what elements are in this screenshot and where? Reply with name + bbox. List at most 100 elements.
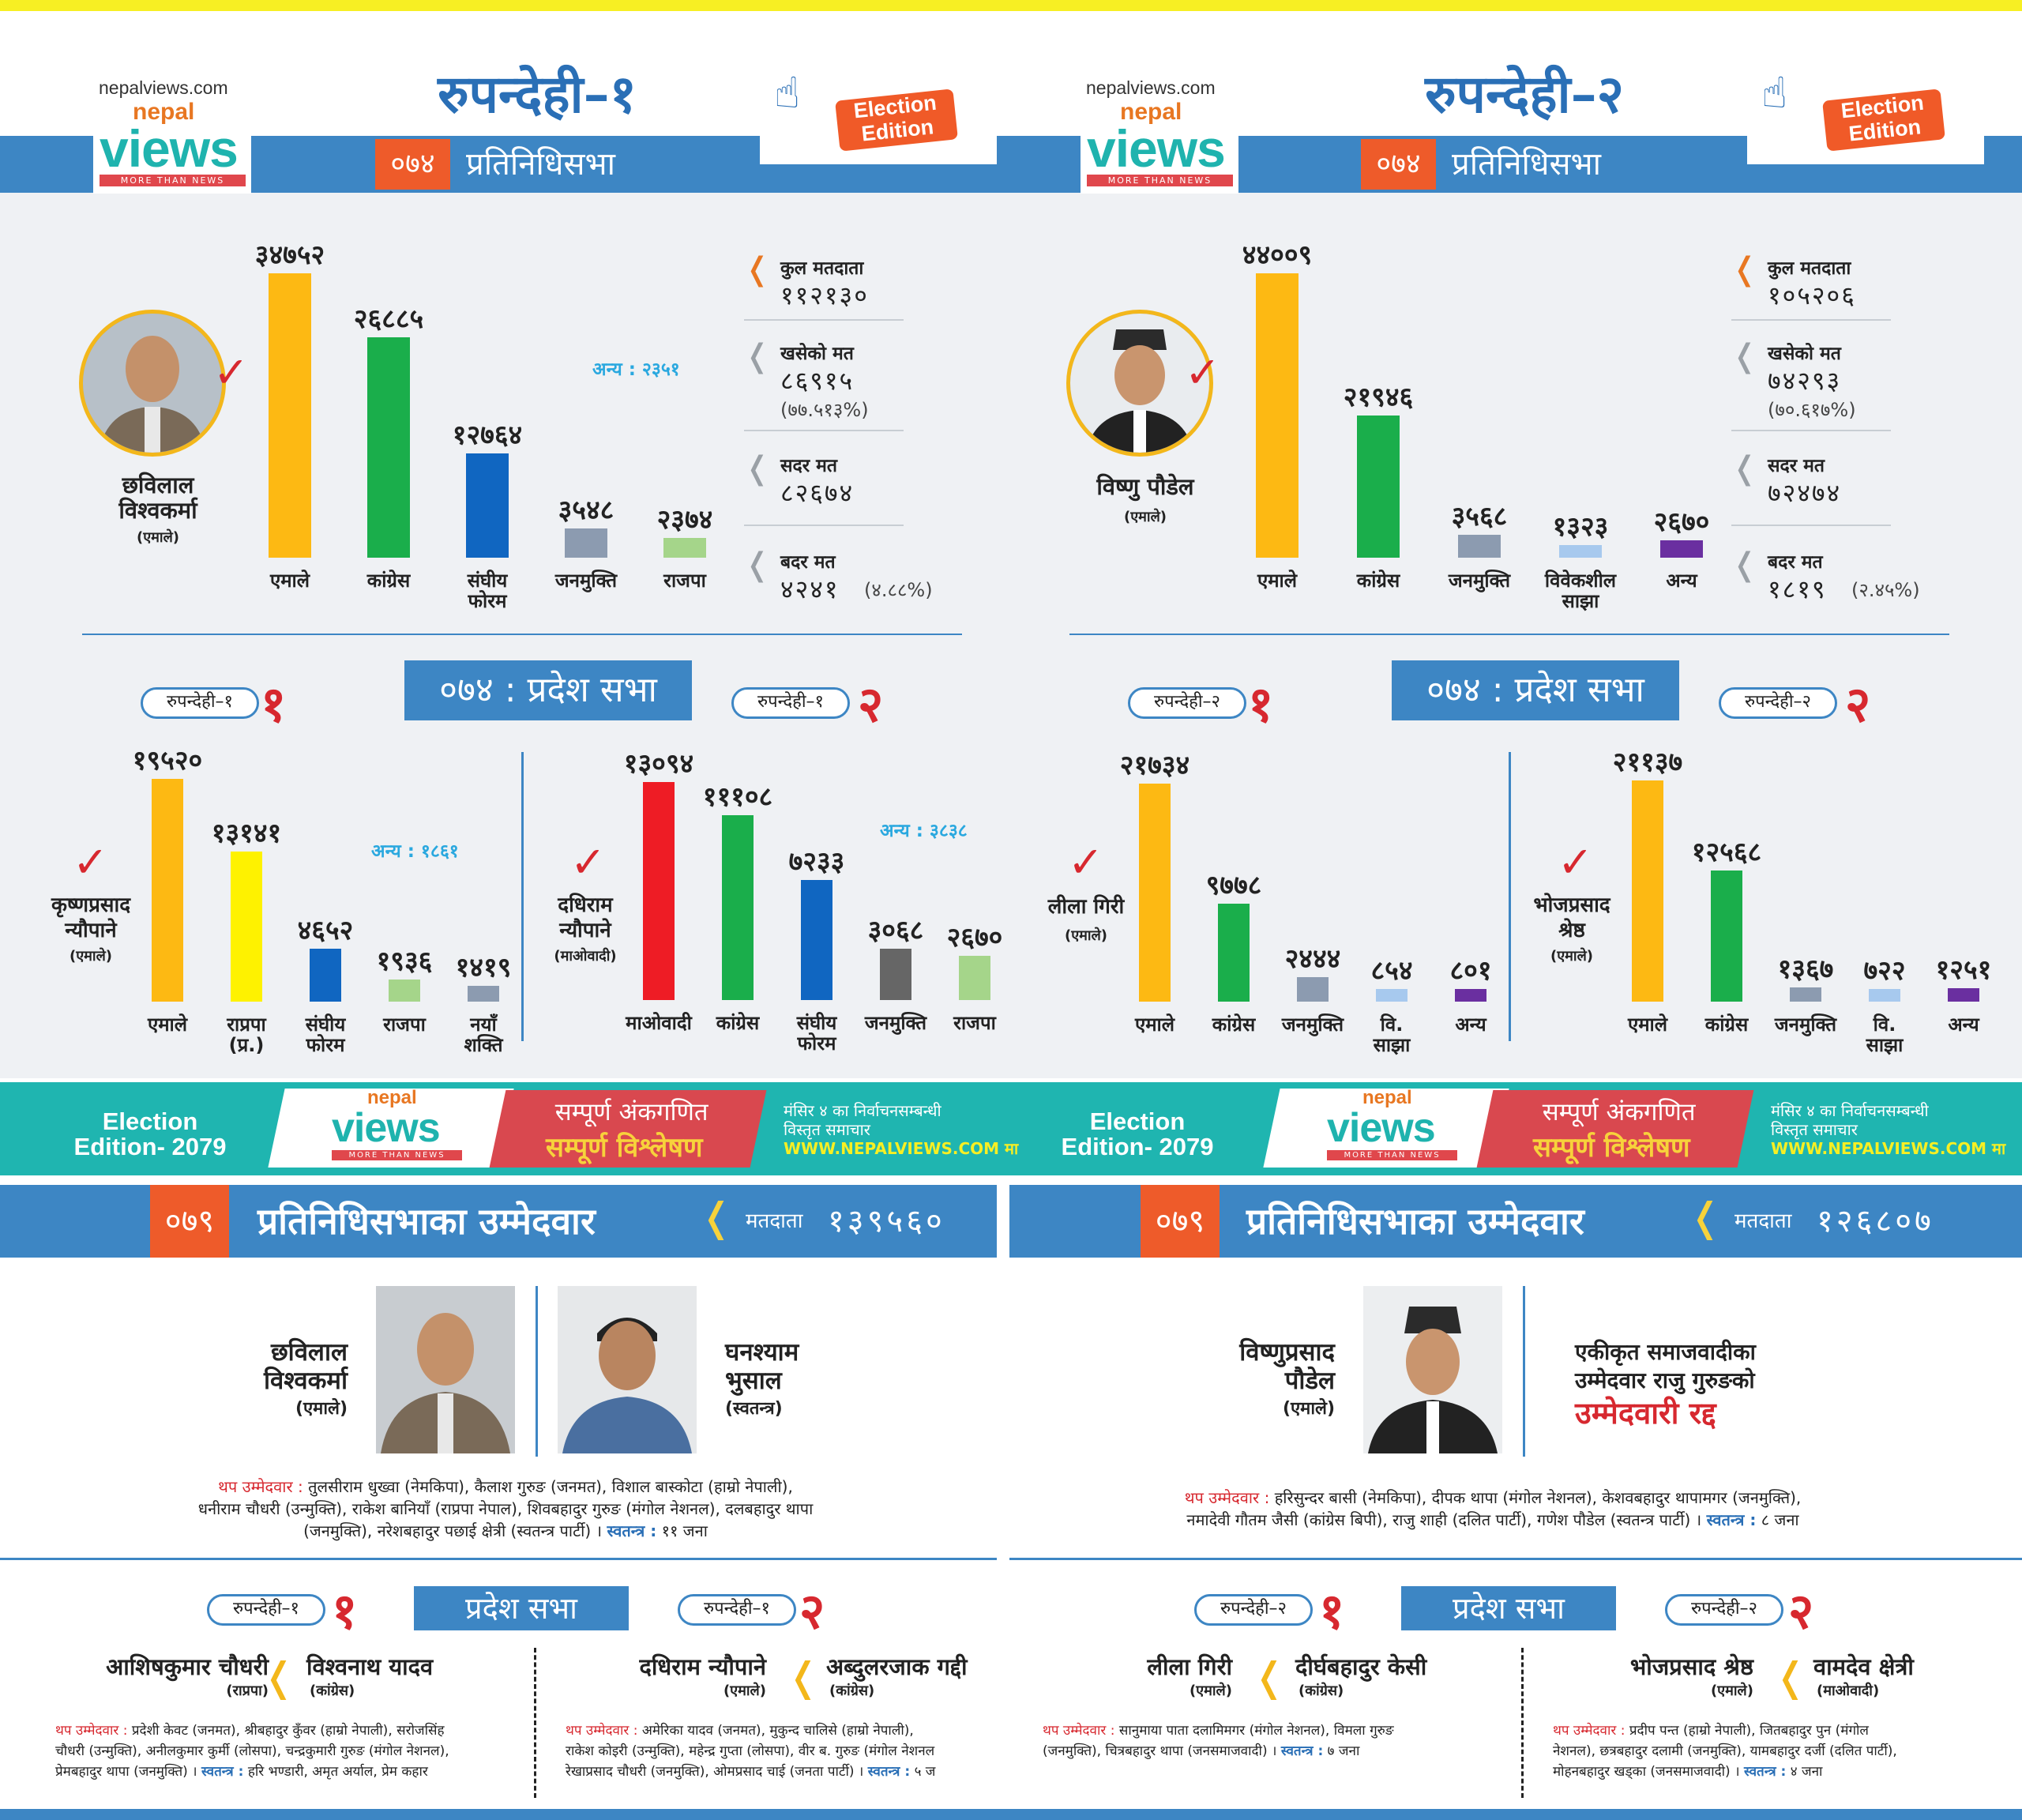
winner-name-1: छविलाल: [122, 472, 194, 498]
divider: [1009, 1558, 2022, 1560]
chart-bar: [1139, 784, 1171, 1002]
bar-category-label: माओवादी: [599, 1013, 718, 1033]
constituency-pill: रुपन्देही–२: [1665, 1594, 1783, 1626]
bar-category-text: संघीय: [305, 1013, 346, 1036]
bar-value-label: १३०९४: [623, 748, 694, 780]
p2-winner-name-1: दधिराम: [558, 893, 613, 917]
site-url[interactable]: nepalviews.com: [99, 77, 228, 98]
banner-news-url[interactable]: WWW.NEPALVIEWS.COM मा: [784, 1139, 1019, 1158]
pradesh-other-1: थप उम्मेदवार : प्रदेशी केवट (जनमत), श्री…: [55, 1720, 521, 1741]
chart-bar: [389, 980, 420, 1002]
pradesh-other-candidates: थप उम्मेदवार : प्रदेशी केवट (जनमत), श्री…: [55, 1720, 521, 1782]
bar-category-text: विवेकशील: [1544, 570, 1617, 592]
bar-category-label: अन्य: [1411, 1014, 1530, 1035]
bar-category-label: कांग्रेस: [678, 1013, 797, 1033]
pradesh-title: ०७४ : प्रदेश सभा: [1392, 660, 1679, 720]
bar-value-label: २६७०: [1653, 506, 1710, 538]
quote-mark-icon: ❬: [1731, 251, 1758, 288]
nepalviews-logo[interactable]: nepal views MORE THAN NEWS: [93, 99, 251, 194]
bar-category-text: कांग्रेस: [366, 570, 411, 592]
divider: [1731, 319, 1891, 321]
quote-mark-icon: ❬: [1731, 547, 1758, 583]
other-candidates-1: थप उम्मेदवार : हरिसुन्दर बासी (नेमकिपा),…: [1050, 1487, 1935, 1509]
pradesh-candidate: वामदेव क्षेत्री: [1813, 1653, 1914, 1680]
pradesh-other-3: मोहनबहादुर खड्का (जनसमाजवादी) । स्वतन्त्…: [1553, 1762, 2003, 1782]
pradesh-candidate: अब्दुलरजाक गद्दी: [826, 1653, 968, 1680]
pradesh-title: प्रदेश सभा: [1401, 1586, 1616, 1630]
stat-invalid-label: बदर मत: [1768, 552, 1823, 573]
bar-category-text: जनमुक्ति: [554, 570, 618, 592]
site-url[interactable]: nepalviews.com: [1086, 77, 1216, 98]
bar-category-text: फोरम: [468, 590, 507, 612]
bar-value-label: ४६५२: [297, 915, 354, 946]
bar-category-label: एमाले: [1218, 570, 1336, 591]
bar-category-text: संघीय: [796, 1012, 837, 1034]
candidate-name-1: छविलाल: [270, 1338, 348, 1367]
bar-category-label: अन्य: [1622, 570, 1741, 591]
independent-label: स्वतन्त्र :: [1743, 1764, 1787, 1780]
chart-bar: [1790, 987, 1821, 1002]
chart-bar: [1218, 904, 1250, 1002]
banner-news-url[interactable]: WWW.NEPALVIEWS.COM मा: [1771, 1139, 2006, 1158]
chart-bar: [663, 538, 706, 558]
winner-party: (एमाले): [136, 529, 180, 546]
candidate-photo: [1363, 1286, 1502, 1453]
candidate-photo: [558, 1286, 697, 1453]
pradesh-other-1: थप उम्मेदवार : अमेरिका यादव (जनमत), मुकु…: [566, 1720, 1000, 1741]
divider: [744, 525, 904, 526]
bar-category-text: एमाले: [269, 570, 310, 592]
independent-count: ११ जना: [661, 1521, 708, 1540]
logo-views: views: [1327, 1105, 1436, 1151]
banner-edition-2: Edition- 2079: [1061, 1133, 1214, 1160]
pradesh-other-text-3: प्रेमबहादुर थापा (जनमुक्ति) ।: [55, 1764, 197, 1780]
candidate-name: छविलाल विश्वकर्मा (एमाले): [221, 1338, 348, 1423]
quote-mark-icon: ❬: [1731, 450, 1758, 487]
stat-invalid-label: बदर मत: [780, 552, 836, 573]
bar-category-text: एमाले: [1627, 1013, 1668, 1036]
other-candidates: थप उम्मेदवार : हरिसुन्दर बासी (नेमकिपा),…: [1050, 1487, 1935, 1531]
bar-value-label: ८५४: [1370, 955, 1413, 987]
other-candidates-label: थप उम्मेदवार :: [55, 1723, 128, 1739]
candidate-party: (एमाले): [295, 1399, 348, 1419]
candidate-name-2: विश्वकर्मा: [263, 1367, 348, 1395]
chart-bar: [801, 880, 832, 1000]
bar-value-label: ३४७५२: [254, 239, 325, 271]
bar-value-label: २१९४६: [1343, 382, 1414, 413]
bar-category-label: एमाले: [231, 570, 349, 591]
stat-cast-pct: (७७.५१३%): [780, 399, 869, 421]
voters-label: मतदाता: [746, 1209, 803, 1233]
bar-category-label: अन्य: [1904, 1014, 2022, 1035]
quote-mark-icon: ❬: [1689, 1194, 1722, 1240]
logo-nepal: nepal: [1362, 1087, 1412, 1108]
stat-cast-pct: (७०.६१७%): [1768, 399, 1856, 421]
bar-category-label: एमाले: [1096, 1014, 1214, 1035]
winner-name: छविलाल विश्वकर्मा: [79, 472, 237, 523]
winner-photo: [1066, 310, 1213, 457]
stat-valid-label: सदर मत: [780, 456, 838, 476]
divider: [521, 752, 524, 1041]
pradesh-candidate-party: (माओवादी): [1817, 1683, 1880, 1699]
bar-category-label: वि. साझा: [1332, 1014, 1451, 1055]
pradesh-other-1: थप उम्मेदवार : सानुमाया पाता दलामिमगर (म…: [1043, 1720, 1509, 1741]
divider: [1509, 752, 1511, 1041]
other-candidates-text-1: तुलसीराम धुख्वा (नेमकिपा), कैलाश गुरुङ (…: [308, 1477, 793, 1496]
chart-bar: [1297, 977, 1329, 1002]
year-badge: ०७९: [150, 1185, 229, 1258]
bar-category-label: एमाले: [108, 1014, 227, 1035]
chart-bar: [1376, 989, 1408, 1002]
other-candidates-label: थप उम्मेदवार :: [1184, 1488, 1270, 1507]
nepalviews-logo[interactable]: nepal views MORE THAN NEWS: [1081, 99, 1238, 194]
chart-bar: [1357, 416, 1400, 558]
bar-category-text: जनमुक्ति: [1448, 570, 1511, 592]
bar-category-text: संघीय: [467, 570, 508, 592]
chart-bar: [466, 453, 509, 558]
logo-tag: MORE THAN NEWS: [1327, 1150, 1457, 1160]
banner-edition-1: Election: [102, 1107, 198, 1135]
bar-category-text: कांग्रेस: [1212, 1013, 1256, 1036]
bar-category-text: साझा: [1562, 590, 1599, 612]
pradesh-candidate: दधिराम न्यौपाने: [639, 1653, 766, 1680]
pradesh-candidate-party: (एमाले): [1710, 1683, 1753, 1699]
pradesh-candidate-party: (राप्रपा): [226, 1683, 269, 1699]
banner-analysis-2: सम्पूर्ण विश्लेषण: [546, 1132, 703, 1164]
area-number: १: [1319, 1582, 1345, 1640]
